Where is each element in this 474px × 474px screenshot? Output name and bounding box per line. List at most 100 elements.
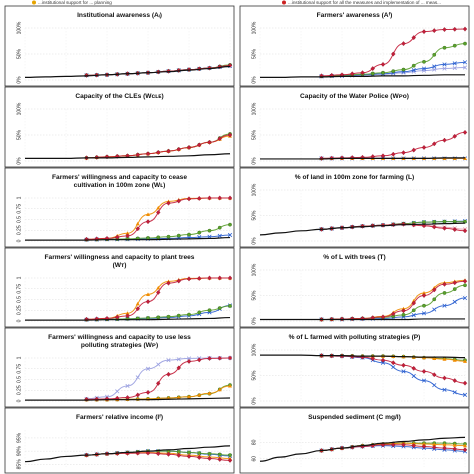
y-tick-label: 50% [17, 48, 23, 59]
y-tick-label: 100% [252, 102, 258, 115]
data-point-red [156, 209, 161, 215]
data-point-red [197, 142, 202, 148]
series-line-baseline [24, 445, 231, 463]
data-point-green [422, 303, 426, 308]
legend-marker [282, 0, 286, 5]
data-point-red [207, 275, 212, 281]
legend-marker [32, 0, 36, 5]
data-point-lavender [442, 66, 447, 71]
data-point-red [462, 228, 468, 234]
data-point-red [84, 236, 89, 242]
data-point-orange [146, 212, 150, 216]
data-point-blue [462, 392, 468, 397]
panel-title: Farmers' willingness and capacity to use… [48, 334, 191, 341]
series-line-baseline [260, 318, 465, 321]
data-point-orange [156, 205, 161, 210]
data-point-blue [421, 66, 427, 71]
data-point-red [442, 27, 447, 32]
data-point-red [360, 154, 365, 160]
data-point-green [176, 313, 181, 318]
y-tick-label: 0.25 [17, 385, 23, 395]
data-point-red [135, 392, 140, 398]
data-point-green [156, 235, 161, 240]
y-tick-label: 0% [252, 76, 258, 84]
data-point-green [197, 310, 202, 315]
y-tick-label: 100% [252, 263, 258, 276]
data-point-lavender [145, 366, 151, 371]
data-point-lavender [166, 358, 171, 363]
data-point-green [422, 59, 426, 64]
series-line-baseline [259, 222, 466, 236]
y-tick-label: 0.25 [17, 225, 23, 235]
y-tick-label: 0.75 [17, 204, 23, 214]
data-point-lavender [186, 356, 192, 361]
data-point-red [186, 145, 192, 150]
data-point-lavender [452, 65, 457, 71]
panel-frame [239, 407, 470, 474]
data-point-orange [228, 383, 232, 388]
data-point-blue [452, 61, 457, 66]
data-point-red [452, 26, 457, 32]
data-point-red [207, 456, 212, 461]
data-point-orange [176, 395, 181, 399]
y-tick-label: 0.5 [17, 376, 23, 383]
y-tick-label: 1 [17, 196, 23, 199]
data-point-red [401, 150, 406, 156]
data-point-red [452, 227, 457, 232]
data-point-blue [391, 365, 396, 370]
data-point-red [145, 151, 151, 157]
data-point-orange [146, 292, 150, 296]
data-point-red [421, 444, 427, 449]
data-point-red [227, 132, 233, 138]
data-point-orange [432, 442, 437, 446]
data-point-red [145, 219, 151, 225]
data-point-red [104, 235, 110, 241]
data-point-red [442, 445, 447, 451]
y-tick-label: 100% [252, 343, 258, 356]
data-point-red [370, 356, 375, 362]
panel-title: polluting strategies (Wᴘ) [81, 342, 158, 349]
data-point-blue [452, 390, 457, 395]
data-point-red [391, 311, 396, 317]
data-point-red [401, 442, 406, 448]
data-point-red [411, 147, 416, 153]
data-point-green [442, 45, 447, 50]
data-point-red [421, 145, 427, 150]
data-point-green [401, 67, 406, 72]
data-point-red [125, 233, 130, 239]
data-point-red [166, 451, 171, 457]
data-point-red [176, 146, 181, 152]
data-point-red [186, 276, 192, 282]
data-point-red [166, 200, 171, 206]
y-tick-label: 50% [17, 129, 23, 140]
data-point-red [176, 452, 181, 458]
data-point-red [432, 28, 437, 34]
data-point-red [176, 278, 181, 284]
data-point-lavender [115, 389, 120, 394]
chart-panel: % of L farmed with polluting strategies … [239, 327, 470, 408]
data-point-green [411, 63, 416, 68]
data-point-red [421, 29, 427, 35]
y-tick-label: 80 [252, 439, 258, 445]
data-point-red [391, 51, 396, 57]
data-point-red [125, 313, 130, 319]
data-point-green [442, 291, 447, 295]
data-point-blue [380, 360, 386, 365]
panel-grid: Institutional awareness (Aᵢ)0%50%100% Far… [4, 5, 470, 474]
data-point-lavender [432, 67, 437, 72]
data-point-green [176, 233, 181, 238]
data-point-green [463, 283, 467, 288]
data-point-red [217, 136, 222, 142]
chart-panel: Farmers' relative income (Iᶠ) 85% 90% 95% [4, 407, 235, 474]
data-point-red [452, 378, 457, 384]
panel-title: cultivation in 100m zone (Wʟ) [74, 182, 166, 189]
data-point-red [166, 371, 171, 377]
data-point-lavender [156, 362, 161, 367]
data-point-red [227, 457, 233, 463]
data-point-green [432, 52, 437, 57]
legend-label: ...institutional support for all the mea… [288, 0, 441, 5]
chart-panel: Institutional awareness (Aᵢ) 0% 50% 100% [4, 5, 235, 87]
y-tick-label: 0% [252, 157, 258, 165]
series-line-baseline [259, 74, 465, 79]
